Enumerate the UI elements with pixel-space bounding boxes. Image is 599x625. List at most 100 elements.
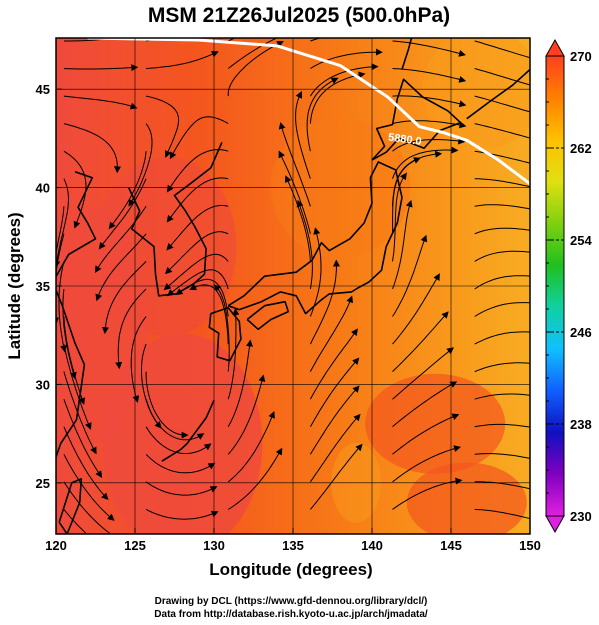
- streamline-41: [474, 331, 530, 345]
- streamline-92: [227, 40, 284, 97]
- streamline-72: [56, 178, 70, 269]
- contour-line-5880: [87, 38, 530, 185]
- streamline-54: [58, 261, 67, 353]
- streamline-20: [227, 339, 254, 427]
- y-tick-label: 35: [36, 279, 50, 294]
- colorbar-tick-label: 270: [570, 49, 592, 64]
- streamline-59: [474, 250, 530, 262]
- streamline-14: [227, 374, 266, 455]
- streamline-78: [63, 150, 87, 229]
- streamline-51: [296, 199, 313, 290]
- streamline-52: [392, 199, 413, 290]
- x-tick-label: 125: [124, 538, 146, 553]
- streamline-71: [474, 204, 530, 210]
- streamline-97: [146, 51, 219, 69]
- streamline-48: [62, 288, 77, 380]
- streamline-36: [63, 344, 92, 430]
- field-patch-2: [56, 205, 148, 446]
- colorbar-tick-label: 262: [570, 141, 592, 156]
- x-tick-label: 150: [519, 538, 541, 553]
- coastline-ryukyu: [161, 399, 215, 462]
- streamline-35: [474, 362, 530, 373]
- streamline-85: [128, 123, 153, 207]
- streamline-65: [474, 227, 530, 235]
- coastline-honshu: [227, 161, 403, 315]
- streamline-70: [392, 150, 443, 207]
- x-axis-ticks: 120 125 130 135 140 145 150: [45, 528, 541, 553]
- plot-area: 5880.0: [56, 38, 530, 534]
- streamline-86: [169, 116, 229, 160]
- streamline-29: [474, 393, 530, 400]
- streamline-69: [278, 121, 311, 207]
- streamline-47: [474, 302, 530, 317]
- streamline-79: [108, 151, 147, 230]
- streamline-94: [392, 95, 467, 108]
- streamline-1: [145, 508, 219, 520]
- field-patch-3: [365, 373, 506, 474]
- streamline-27: [309, 328, 358, 400]
- chart-title: MSM 21Z26Jul2025 (500.0hPa): [148, 4, 450, 27]
- streamline-24: [63, 399, 103, 478]
- streamline-19: [145, 426, 212, 454]
- streamline-107: [474, 40, 530, 59]
- colorbar-tick-label: 230: [570, 509, 592, 524]
- streamline-31: [145, 371, 189, 439]
- streamline-61: [95, 233, 147, 302]
- streamline-89: [474, 123, 530, 139]
- streamline-99: [310, 48, 383, 69]
- streamline-87: [309, 71, 366, 124]
- contour-label: 5880.0: [387, 131, 422, 148]
- streamline-82: [392, 137, 466, 152]
- streamline-56: [163, 253, 229, 291]
- streamlines: [56, 38, 530, 534]
- field-patch-4: [406, 462, 527, 534]
- streamline-33: [309, 295, 354, 372]
- streamline-32: [213, 284, 230, 372]
- streamline-6: [63, 481, 112, 534]
- streamline-57: [284, 175, 311, 262]
- streamline-16: [392, 413, 460, 455]
- streamline-4: [392, 477, 463, 510]
- streamline-22: [392, 381, 458, 428]
- streamline-49: [115, 288, 147, 370]
- streamline-84: [63, 123, 121, 174]
- y-tick-label: 25: [36, 476, 50, 491]
- streamline-98: [227, 38, 279, 69]
- streamline-55: [101, 261, 147, 335]
- y-tick-label: 45: [36, 82, 50, 97]
- streamline-58: [392, 172, 407, 262]
- streamline-80: [166, 149, 229, 193]
- streamline-30: [63, 371, 97, 455]
- coastline-kyushu: [208, 306, 242, 362]
- streamline-28: [392, 347, 454, 400]
- streamline-3: [310, 443, 363, 510]
- streamline-100: [392, 68, 467, 83]
- streamline-34: [392, 311, 449, 372]
- streamline-37: [141, 343, 162, 429]
- streamline-63: [278, 150, 311, 234]
- streamline-0: [63, 509, 88, 534]
- streamline-8: [227, 411, 275, 483]
- coastline-shikoku: [246, 300, 290, 331]
- streamline-23: [474, 423, 530, 428]
- streamline-62: [164, 231, 229, 275]
- streamline-106: [392, 40, 466, 57]
- streamline-44: [175, 278, 229, 317]
- streamline-45: [309, 227, 322, 317]
- x-tick-label: 135: [282, 538, 304, 553]
- streamline-81: [306, 77, 339, 152]
- colorbar-tick-label: 254: [570, 233, 592, 248]
- streamline-18: [63, 426, 109, 501]
- streamline-46: [392, 234, 428, 317]
- streamline-73: [98, 178, 147, 250]
- streamline-93: [309, 63, 379, 97]
- streamline-39: [309, 259, 340, 345]
- streamline-2: [227, 447, 283, 510]
- colorbar-min-arrow: [545, 515, 565, 534]
- streamline-95: [474, 95, 530, 113]
- coastline-china-coast: [56, 171, 97, 499]
- coastline-sakhalin: [401, 38, 413, 70]
- credit-drawing: Drawing by DCL (https://www.gfd-dennou.o…: [155, 596, 428, 607]
- streamline-76: [392, 146, 459, 179]
- streamline-7: [145, 481, 218, 496]
